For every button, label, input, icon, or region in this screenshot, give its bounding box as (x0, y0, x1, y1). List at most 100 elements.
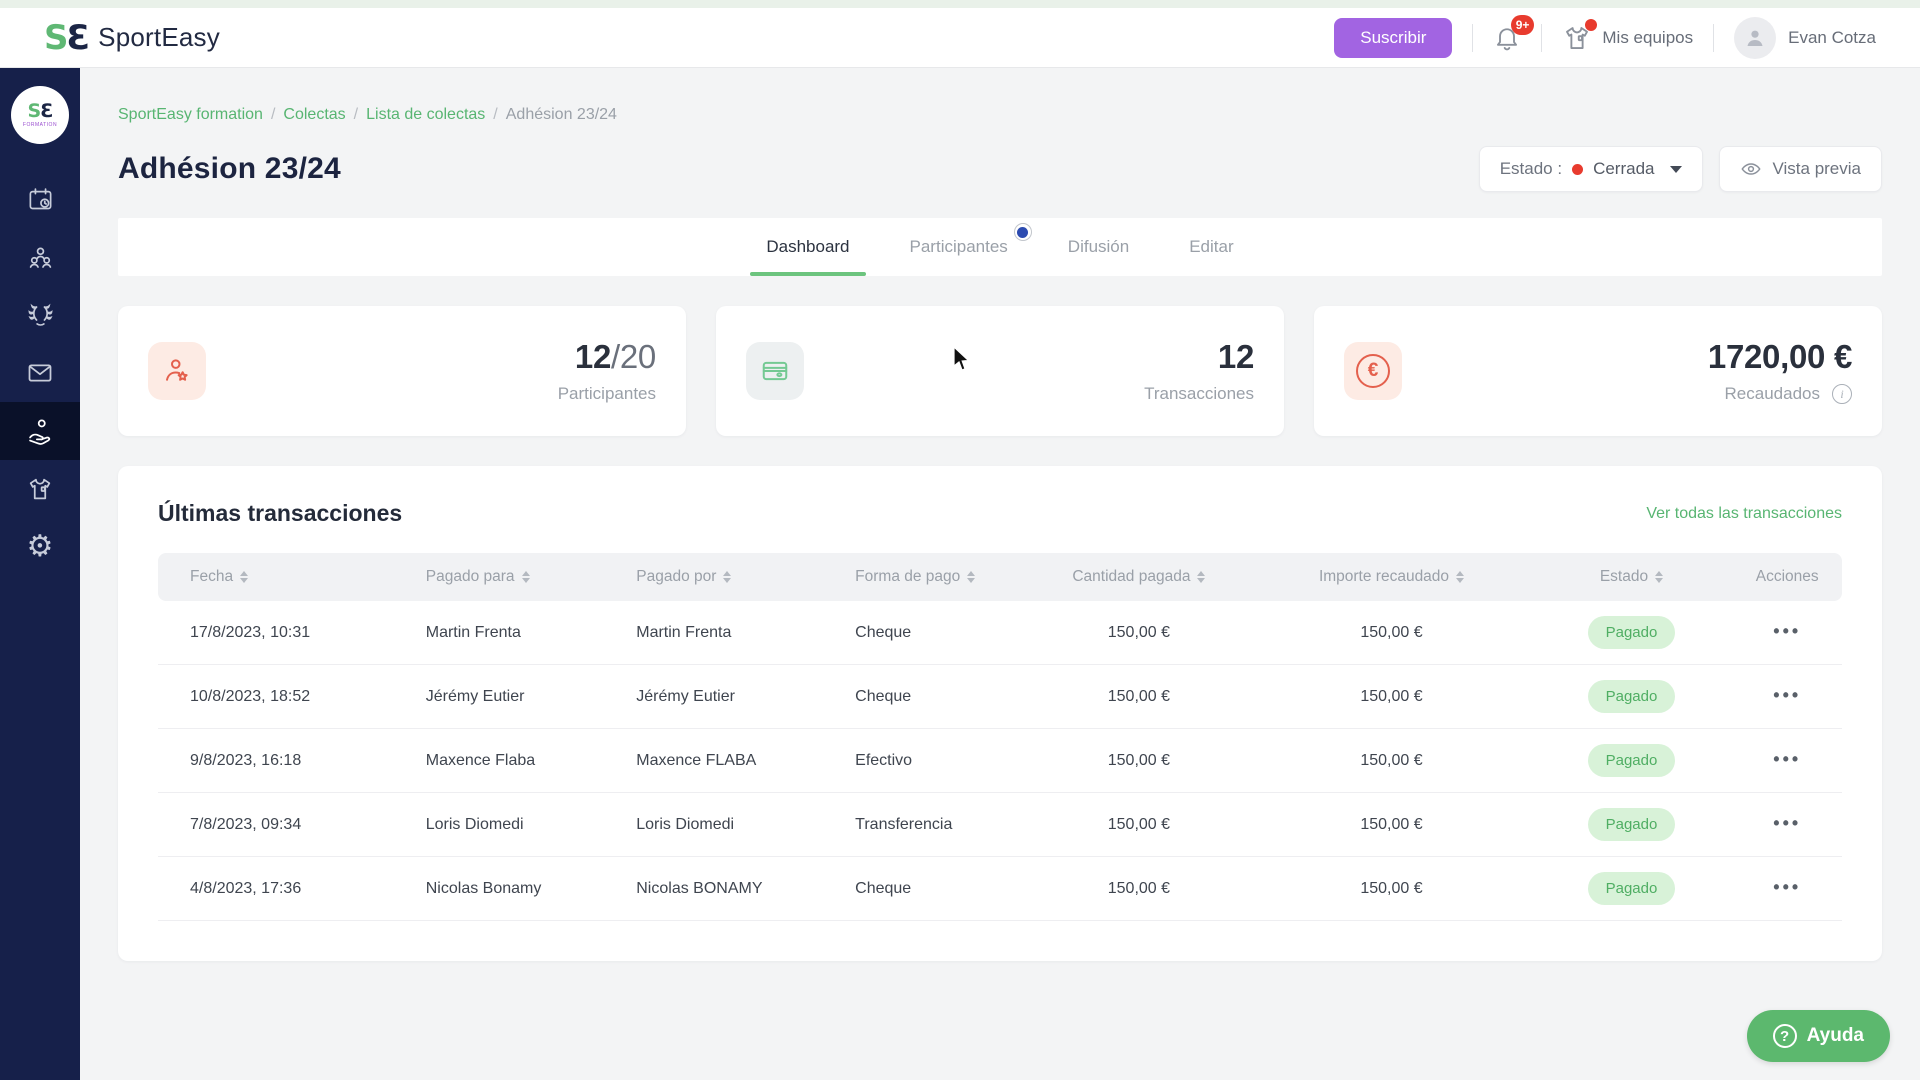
row-actions-button[interactable]: ••• (1773, 812, 1802, 833)
tab-editar[interactable]: Editar (1189, 237, 1234, 256)
cell-forma: Cheque (855, 879, 912, 897)
stat-value: 1720,00 € (1707, 338, 1852, 375)
status-dropdown[interactable]: Estado : Cerrada (1478, 146, 1704, 192)
user-avatar (1734, 16, 1777, 59)
cell-pagado_para: Maxence Flaba (425, 751, 536, 769)
cell-estado: Pagado (1530, 616, 1732, 649)
sidebar-item-calendar[interactable] (0, 170, 80, 228)
cell-fecha: 17/8/2023, 10:31 (190, 623, 311, 641)
sidebar-item-competitions[interactable] (0, 286, 80, 344)
stat-value: 12 (1217, 338, 1254, 375)
sidebar-item-members[interactable] (0, 228, 80, 286)
cell-estado: Pagado (1530, 808, 1732, 841)
row-actions-button[interactable]: ••• (1773, 684, 1802, 705)
main-content: SportEasy formation / Colectas / Lista d… (80, 68, 1920, 1080)
sort-icon[interactable] (521, 571, 530, 583)
sidebar-item-fundraising[interactable] (0, 402, 80, 460)
tab-dashboard[interactable]: Dashboard (750, 218, 866, 276)
cell-forma: Transferencia (855, 815, 953, 833)
stat-suffix: /20 (611, 338, 656, 375)
cell-importe: 150,00 € (1360, 751, 1423, 769)
status-label: Estado : (1499, 159, 1563, 178)
cell-importe: 150,00 € (1360, 815, 1423, 833)
divider (1472, 23, 1474, 52)
table-row: 7/8/2023, 09:34 Loris Diomedi Loris Diomed… (158, 793, 1842, 857)
cell-pagado_por: Martin Frenta (636, 623, 732, 641)
cell-acciones: ••• (1733, 748, 1842, 770)
tab-difusion[interactable]: Difusión (1067, 237, 1130, 256)
sort-icon[interactable] (967, 571, 976, 583)
user-name: Evan Cotza (1788, 27, 1876, 47)
table-row: 9/8/2023, 16:18 Maxence Flaba Maxence FLAB… (158, 729, 1842, 793)
cell-importe: 150,00 € (1360, 687, 1423, 705)
cell-cantidad: 150,00 € (1107, 815, 1171, 833)
cell-estado: Pagado (1530, 680, 1732, 713)
bell-icon (1497, 27, 1518, 50)
sort-icon[interactable] (1197, 571, 1206, 583)
subscribe-button[interactable]: Suscribir (1334, 17, 1453, 58)
cell-acciones: ••• (1733, 620, 1842, 642)
my-teams[interactable]: Mis equipos (1562, 18, 1693, 53)
table-row: 17/8/2023, 10:31 Martin Frenta Martin Fren… (158, 601, 1842, 665)
status-badge: Pagado (1587, 872, 1676, 905)
cell-pagado_por: Jérémy Eutier (636, 687, 735, 705)
my-teams-alert-dot (1585, 18, 1598, 31)
cell-cantidad: 150,00 € (1107, 751, 1171, 769)
user-menu[interactable]: Evan Cotza (1734, 16, 1876, 59)
cell-acciones: ••• (1733, 684, 1842, 706)
stat-card-recaudados: € 1720,00 € Recaudados i (1314, 306, 1882, 436)
row-actions-button[interactable]: ••• (1773, 876, 1802, 897)
cell-cantidad: 150,00 € (1107, 687, 1171, 705)
cell-importe: 150,00 € (1360, 879, 1423, 897)
cell-pagado_por: Maxence FLABA (636, 751, 757, 769)
cell-cantidad: 150,00 € (1107, 879, 1171, 897)
participantes-notification-dot (1013, 223, 1032, 241)
sporteasy-logo[interactable]: SƐ SportEasy (44, 18, 220, 58)
mail-icon (28, 364, 52, 382)
eye-icon (1741, 163, 1762, 175)
sidebar-item-messages[interactable] (0, 344, 80, 402)
row-actions-button[interactable]: ••• (1773, 748, 1802, 769)
sort-icon[interactable] (1456, 571, 1465, 583)
breadcrumb-link-lista[interactable]: Lista de colectas (366, 106, 486, 123)
row-actions-button[interactable]: ••• (1773, 620, 1802, 641)
sort-icon[interactable] (1655, 571, 1664, 583)
breadcrumb-current: Adhésion 23/24 (505, 106, 617, 123)
sidebar-item-settings[interactable]: ⚙ (0, 518, 80, 576)
column-header-estado[interactable]: Estado (1530, 568, 1732, 586)
sidebar-team-avatar[interactable]: SƐ FORMATION (11, 86, 69, 144)
column-header-pagado-para[interactable]: Pagado para (394, 568, 605, 586)
tab-participantes[interactable]: Participantes (906, 218, 1032, 276)
cell-acciones: ••• (1733, 876, 1842, 898)
sidebar-item-equipment[interactable] (0, 460, 80, 518)
logo-mark: SƐ (44, 17, 90, 58)
breadcrumb-link-team[interactable]: SportEasy formation (118, 106, 263, 123)
column-header-forma-de-pago[interactable]: Forma de pago (823, 568, 1025, 586)
stat-label: Transacciones (1144, 384, 1254, 403)
column-header-cantidad-pagada[interactable]: Cantidad pagada (1025, 568, 1252, 586)
column-header-importe-recaudado[interactable]: Importe recaudado (1253, 568, 1531, 586)
preview-button[interactable]: Vista previa (1719, 146, 1882, 192)
help-button[interactable]: ? Ayuda (1746, 1010, 1890, 1062)
view-all-transactions-link[interactable]: Ver todas las transacciones (1646, 504, 1842, 522)
column-header-fecha[interactable]: Fecha (158, 568, 394, 586)
sort-icon[interactable] (723, 571, 732, 583)
column-header-acciones: Acciones (1755, 568, 1819, 585)
column-header-pagado-por[interactable]: Pagado por (604, 568, 823, 586)
breadcrumb-link-colectas[interactable]: Colectas (283, 106, 346, 123)
stat-value: 12 (574, 338, 612, 375)
sort-icon[interactable] (240, 571, 249, 583)
breadcrumb: SportEasy formation / Colectas / Lista d… (118, 106, 617, 123)
notifications-badge: 9+ (1510, 14, 1535, 35)
status-value: Cerrada (1593, 159, 1655, 178)
table-body: 17/8/2023, 10:31 Martin Frenta Martin Fren… (158, 601, 1842, 921)
status-dot-closed (1572, 163, 1584, 175)
page-title: Adhésion 23/24 (118, 152, 341, 185)
info-icon[interactable]: i (1832, 384, 1852, 404)
cell-fecha: 4/8/2023, 17:36 (190, 879, 302, 897)
status-badge: Pagado (1587, 680, 1676, 713)
notifications-bell[interactable]: 9+ (1493, 14, 1535, 52)
cell-forma: Cheque (855, 687, 912, 705)
stat-card-transacciones: 12 Transacciones (716, 306, 1284, 436)
cell-pagado_por: Nicolas BONAMY (636, 879, 763, 897)
